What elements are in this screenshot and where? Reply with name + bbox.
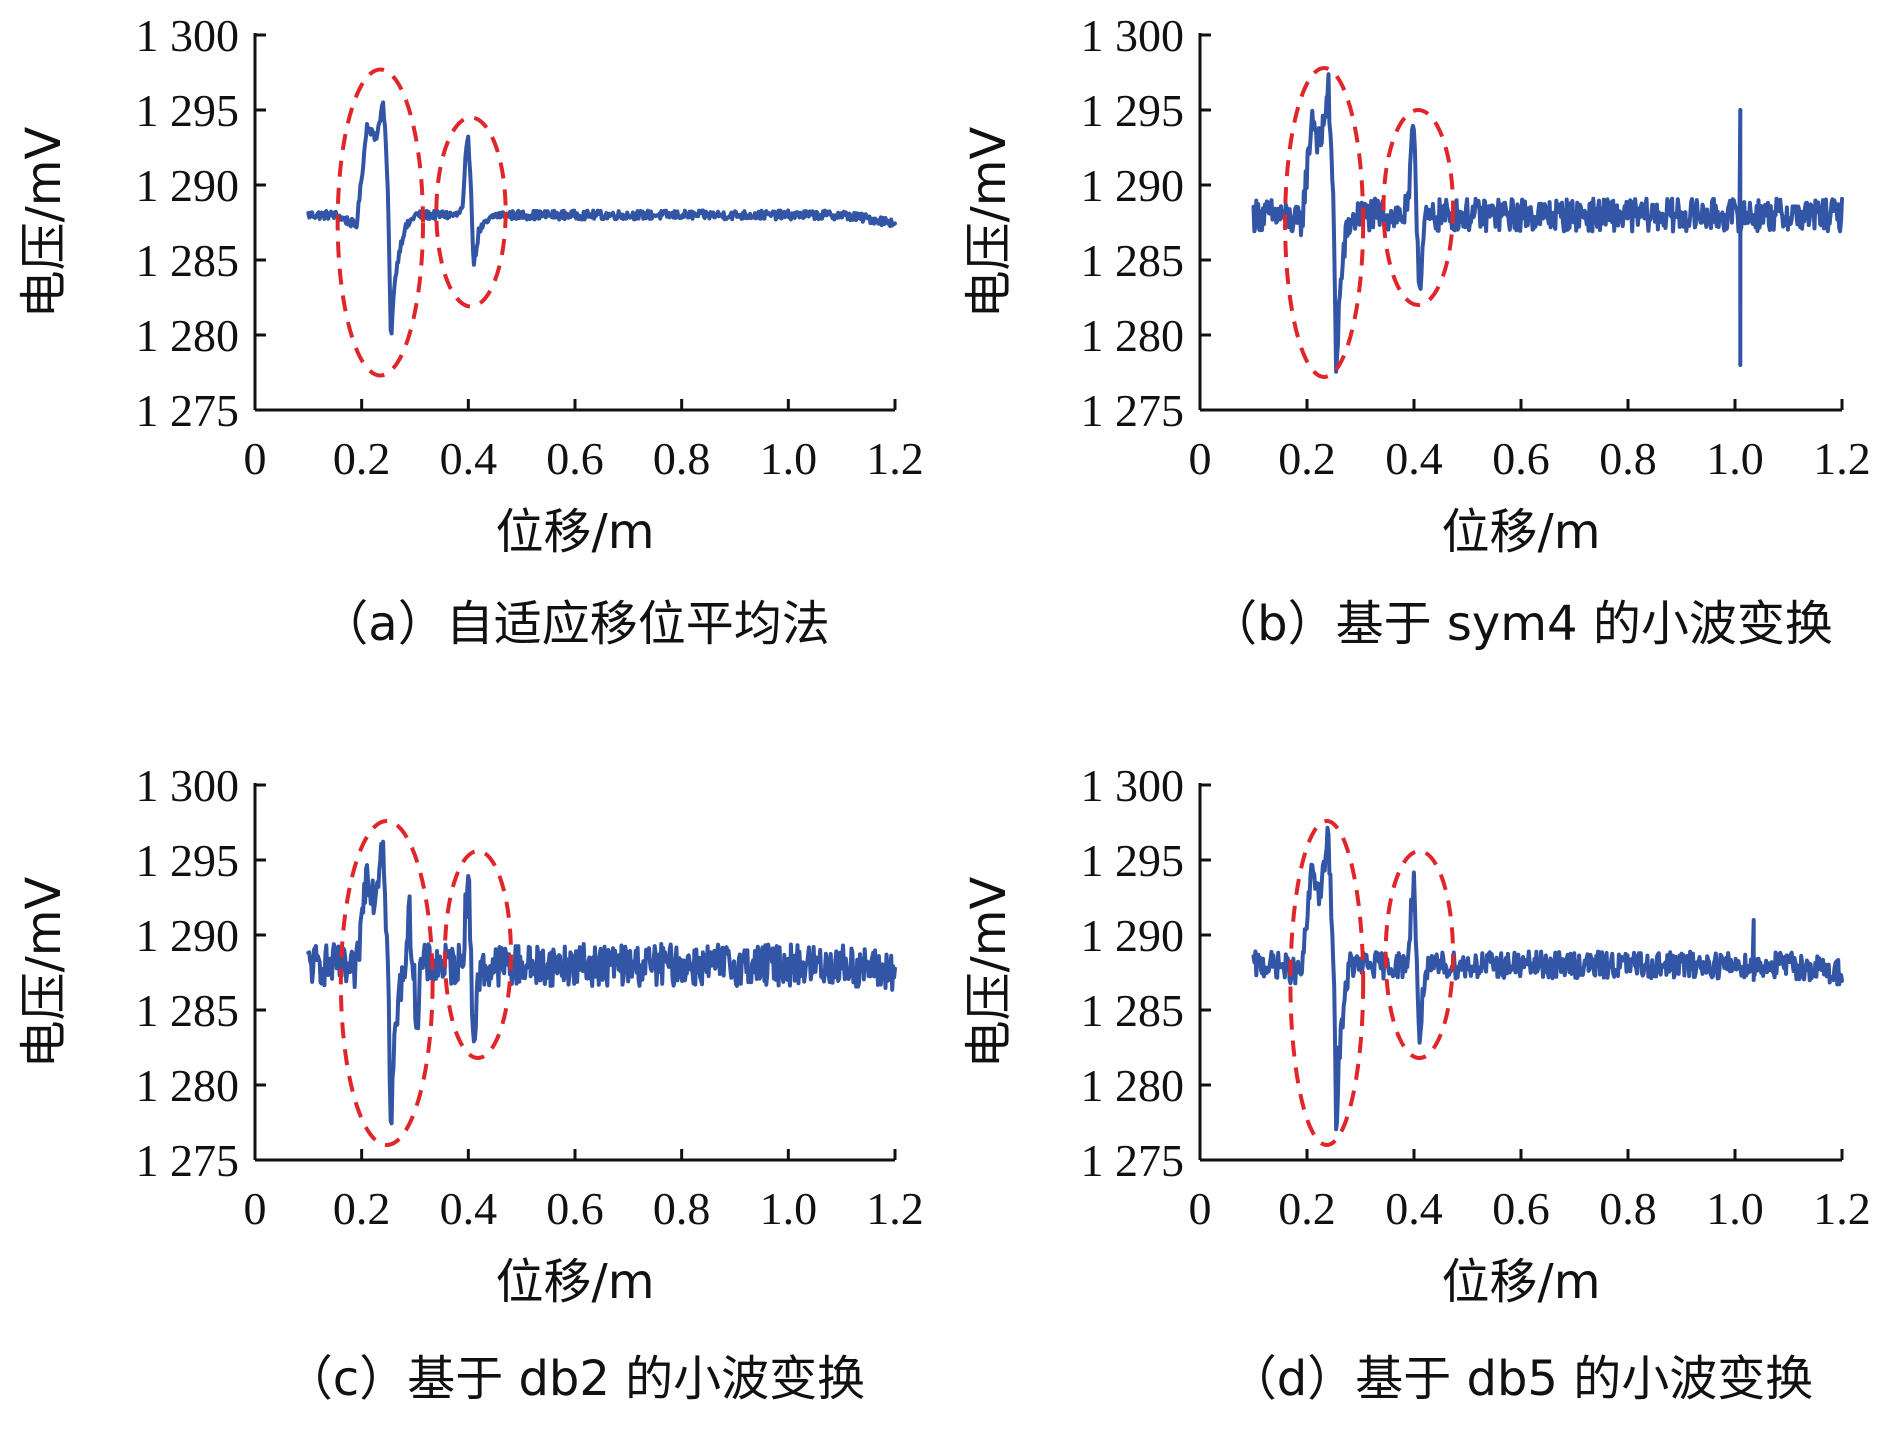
highlight-ellipse: [1383, 849, 1456, 1060]
y-tick-label: 1 285: [136, 985, 240, 1036]
y-tick-label: 1 295: [136, 835, 240, 886]
x-tick-label: 1.0: [1706, 1183, 1764, 1234]
x-tick-label: 0: [1189, 1183, 1212, 1234]
chart-panel-1: 1 275 1 280 1 285 1 290 1 295 1 300 0 0.2 0.4 0.6…: [16, 10, 924, 652]
x-tick-label: 0.6: [546, 433, 604, 484]
x-tick-label: 0.4: [440, 433, 498, 484]
y-tick-label: 1 280: [136, 310, 240, 361]
panel-caption: （c）基于 db2 的小波变换: [285, 1351, 865, 1407]
y-tick-label: 1 285: [1081, 235, 1185, 286]
series-line: [306, 100, 897, 336]
y-tick-label: 1 300: [136, 760, 240, 811]
x-tick-label: 0.8: [1599, 1183, 1657, 1234]
y-tick-label: 1 295: [136, 85, 240, 136]
x-tick-label: 0.2: [1278, 1183, 1336, 1234]
highlight-ellipse: [1381, 108, 1456, 307]
y-axis-label: 电压/mV: [961, 126, 1017, 318]
highlight-ellipse: [1283, 66, 1366, 379]
x-tick-label: 0: [244, 1183, 267, 1234]
x-tick-label: 0.4: [1385, 433, 1443, 484]
y-tick-label: 1 285: [1081, 985, 1185, 1036]
x-tick-label: 0.6: [1492, 433, 1550, 484]
x-axis-label: 位移/m: [1442, 504, 1601, 560]
x-tick-label: 0.4: [440, 1183, 498, 1234]
y-tick-label: 1 300: [1081, 10, 1185, 61]
y-tick-label: 1 300: [1081, 760, 1185, 811]
y-tick-label: 1 280: [1081, 1060, 1185, 1111]
y-tick-label: 1 295: [1081, 85, 1185, 136]
series-line: [306, 839, 897, 1126]
y-tick-label: 1 280: [136, 1060, 240, 1111]
panel-caption: （b）基于 sym4 的小波变换: [1209, 596, 1833, 652]
series-line: [1251, 825, 1844, 1132]
y-tick-label: 1 280: [1081, 310, 1185, 361]
panel-caption: （d）基于 db5 的小波变换: [1229, 1351, 1813, 1407]
y-tick-label: 1 290: [136, 160, 240, 211]
chart-panel-4: 1 275 1 280 1 285 1 290 1 295 1 300 0 0.2 0.4 0.6…: [961, 760, 1871, 1407]
chart-panel-2: 1 275 1 280 1 285 1 290 1 295 1 300 0 0.2 0.4 0.6…: [961, 10, 1871, 652]
x-tick-label: 1.2: [866, 1183, 924, 1234]
y-tick-label: 1 290: [136, 910, 240, 961]
y-axis-label: 电压/mV: [961, 876, 1017, 1068]
x-tick-label: 0.8: [1599, 433, 1657, 484]
highlight-ellipse: [335, 67, 426, 378]
x-tick-label: 0.2: [1278, 433, 1336, 484]
series-line: [1251, 72, 1844, 374]
highlight-ellipse: [434, 115, 508, 309]
highlight-ellipse: [442, 849, 513, 1060]
x-tick-label: 0: [1189, 433, 1212, 484]
y-tick-label: 1 295: [1081, 835, 1185, 886]
x-tick-label: 1.2: [1813, 433, 1871, 484]
x-tick-label: 0.8: [653, 433, 711, 484]
x-tick-label: 1.2: [1813, 1183, 1871, 1234]
x-axis-label: 位移/m: [496, 504, 655, 560]
x-tick-label: 1.0: [760, 1183, 818, 1234]
y-tick-label: 1 285: [136, 235, 240, 286]
y-tick-label: 1 290: [1081, 910, 1185, 961]
x-tick-label: 1.2: [866, 433, 924, 484]
y-tick-label: 1 300: [136, 10, 240, 61]
y-tick-label: 1 275: [1081, 385, 1185, 436]
x-tick-label: 0: [244, 433, 267, 484]
y-tick-label: 1 275: [136, 1135, 240, 1186]
panel-caption: （a）自适应移位平均法: [320, 596, 829, 652]
x-tick-label: 0.6: [1492, 1183, 1550, 1234]
y-tick-label: 1 275: [1081, 1135, 1185, 1186]
x-tick-label: 1.0: [760, 433, 818, 484]
x-axis-label: 位移/m: [496, 1254, 655, 1310]
x-tick-label: 0.2: [333, 1183, 391, 1234]
y-axis-label: 电压/mV: [16, 876, 72, 1068]
chart-panel-3: 1 275 1 280 1 285 1 290 1 295 1 300 0 0.2 0.4 0.6…: [16, 760, 924, 1407]
highlight-ellipse: [338, 819, 435, 1147]
y-tick-label: 1 275: [136, 385, 240, 436]
x-axis-label: 位移/m: [1442, 1254, 1601, 1310]
x-tick-label: 0.2: [333, 433, 391, 484]
y-tick-label: 1 290: [1081, 160, 1185, 211]
highlight-ellipse: [1288, 819, 1366, 1147]
x-tick-label: 0.6: [546, 1183, 604, 1234]
x-tick-label: 0.8: [653, 1183, 711, 1234]
x-tick-label: 0.4: [1385, 1183, 1443, 1234]
x-tick-label: 1.0: [1706, 433, 1764, 484]
y-axis-label: 电压/mV: [16, 126, 72, 318]
